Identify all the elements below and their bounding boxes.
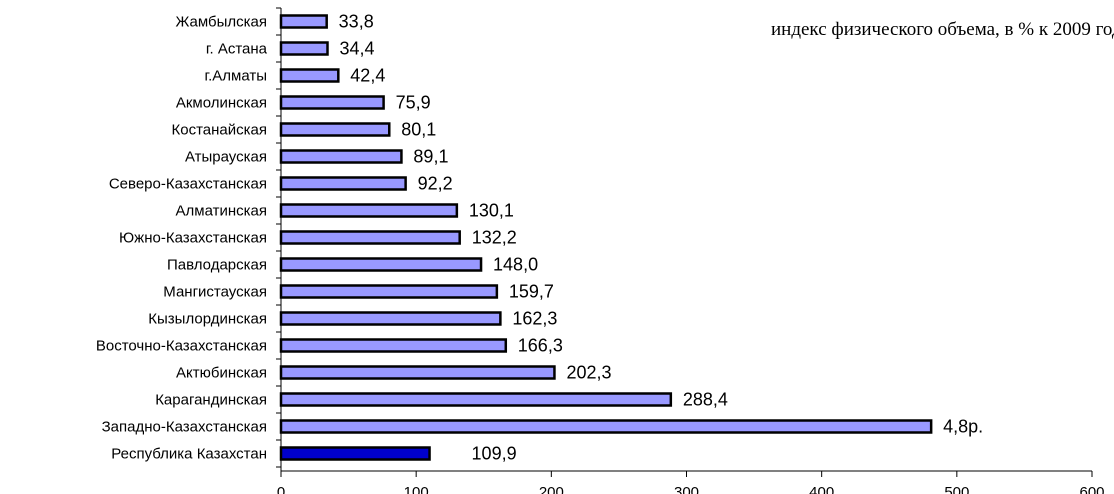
bar: [279, 365, 556, 380]
category-label: г. Астана: [206, 41, 268, 58]
category-label: Павлодарская: [167, 257, 267, 274]
data-label: 80,1: [401, 120, 436, 140]
bar: [279, 311, 502, 326]
data-label: 42,4: [350, 66, 385, 86]
data-label: 159,7: [509, 282, 554, 302]
bar: [279, 122, 391, 137]
category-label: Кызылординская: [148, 311, 267, 328]
bar: [279, 149, 403, 164]
data-label: 33,8: [339, 12, 374, 32]
bar: [279, 446, 431, 461]
bar: [279, 338, 508, 353]
x-tick-label: 500: [944, 484, 969, 494]
bar: [279, 68, 340, 83]
category-label: Акмолинская: [176, 95, 267, 112]
bar: [279, 392, 673, 407]
x-tick-label: 0: [277, 484, 285, 494]
category-label: Западно-Казахстанская: [102, 419, 267, 436]
data-label: 92,2: [418, 174, 453, 194]
axes-group: 0 100 200 300 400 500 600: [276, 7, 1105, 494]
category-label: Южно-Казахстанская: [119, 230, 267, 247]
data-label: 130,1: [469, 201, 514, 221]
category-label: Жамбылская: [176, 14, 268, 31]
data-label: 4,8р.: [943, 417, 983, 437]
chart-title: индекс физического объема, в % к 2009 го…: [771, 19, 1114, 40]
bar: [279, 284, 499, 299]
bar: [279, 203, 459, 218]
x-tick-label: 400: [809, 484, 834, 494]
bar: [279, 176, 407, 191]
category-label: Карагандинская: [155, 392, 267, 409]
category-label: Актюбинская: [176, 365, 267, 382]
x-tick-label: 200: [539, 484, 564, 494]
bar: [279, 41, 329, 56]
x-tick-label: 100: [404, 484, 429, 494]
category-label: Мангистауская: [163, 284, 267, 301]
bars-group: Жамбылская 33,8 г. Астана 34,4 г.Алматы 42,4 А…: [96, 12, 983, 464]
data-label: 148,0: [493, 255, 538, 275]
bar: [279, 230, 461, 245]
data-label: 89,1: [413, 147, 448, 167]
data-label: 288,4: [683, 390, 728, 410]
x-tick-label: 600: [1079, 484, 1104, 494]
data-label: 109,9: [472, 444, 517, 464]
data-label: 166,3: [518, 336, 563, 356]
data-label: 75,9: [396, 93, 431, 113]
category-label: г.Алматы: [204, 68, 267, 85]
category-label: Алматинская: [176, 203, 267, 220]
data-label: 202,3: [566, 363, 611, 383]
bar: [279, 14, 328, 29]
data-label: 162,3: [512, 309, 557, 329]
data-label: 34,4: [339, 39, 374, 59]
x-tick-label: 300: [674, 484, 699, 494]
category-label: Костанайская: [172, 122, 268, 139]
category-label: Атырауская: [185, 149, 267, 166]
bar: [279, 419, 933, 434]
category-label: Восточно-Казахстанская: [96, 338, 267, 355]
category-label: Северо-Казахстанская: [109, 176, 267, 193]
category-label: Республика Казахстан: [111, 446, 267, 463]
bar: [279, 257, 483, 272]
data-label: 132,2: [472, 228, 517, 248]
bar: [279, 95, 385, 110]
